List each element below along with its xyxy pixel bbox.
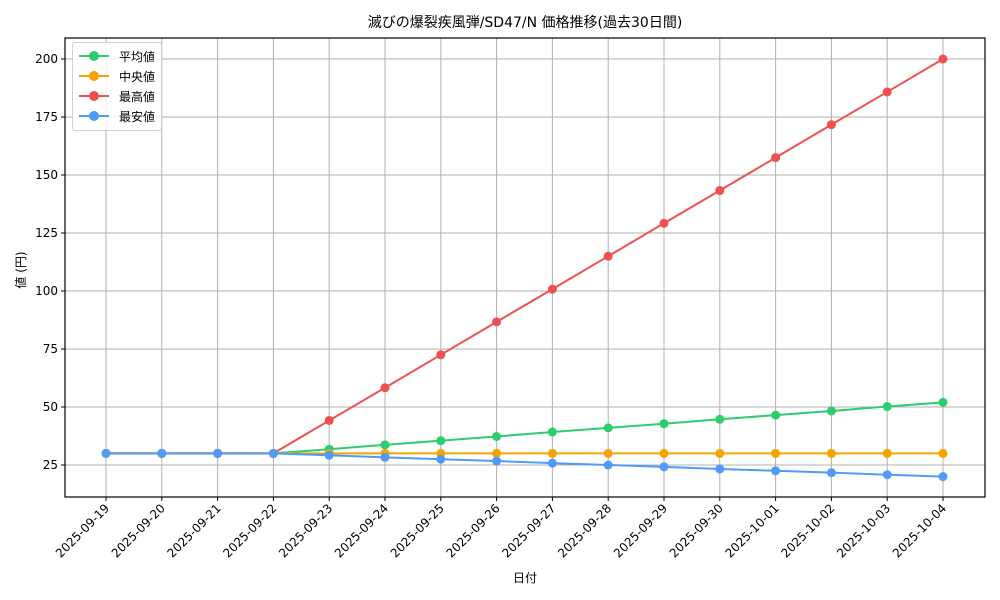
legend-label: 平均値 — [119, 49, 156, 64]
x-tick-label: 2025-09-22 — [220, 501, 279, 560]
series-line — [101, 448, 948, 482]
x-tick-label: 2025-09-24 — [332, 501, 391, 560]
data-point — [492, 448, 502, 458]
grid — [65, 38, 985, 497]
legend-label: 最高値 — [119, 89, 156, 104]
data-point — [938, 54, 948, 64]
legend-item: 最安値 — [79, 106, 155, 126]
data-point — [882, 402, 892, 412]
data-point — [603, 251, 613, 261]
y-tick-label: 75 — [43, 342, 58, 356]
chart-title: 滅びの爆裂疾風弾/SD47/N 価格推移(過去30日間) — [367, 15, 683, 31]
x-tick-label: 2025-10-04 — [890, 501, 949, 560]
legend-label: 中央値 — [119, 69, 156, 84]
x-tick-label: 2025-09-23 — [276, 501, 335, 560]
data-point — [492, 431, 502, 441]
data-point — [715, 464, 725, 474]
data-point — [324, 415, 334, 425]
data-point — [826, 448, 836, 458]
x-tick-label: 2025-09-30 — [667, 501, 726, 560]
data-point — [715, 414, 725, 424]
data-point — [771, 410, 781, 420]
data-point — [492, 317, 502, 327]
y-tick-label: 125 — [35, 226, 58, 240]
y-tick-label: 100 — [35, 284, 58, 298]
data-point — [157, 448, 167, 458]
y-tick-label: 200 — [35, 52, 58, 66]
y-tick-label: 25 — [43, 458, 58, 472]
data-point — [436, 436, 446, 446]
plot-frame — [64, 37, 986, 498]
legend-marker-icon — [79, 91, 109, 101]
data-point — [882, 448, 892, 458]
data-point — [492, 456, 502, 466]
data-point — [826, 120, 836, 130]
data-point — [938, 397, 948, 407]
x-tick-label: 2025-09-21 — [165, 501, 224, 560]
data-point — [268, 448, 278, 458]
data-point — [101, 448, 111, 458]
data-point — [826, 468, 836, 478]
data-point — [213, 448, 223, 458]
data-point — [715, 186, 725, 196]
data-point — [659, 218, 669, 228]
data-point — [547, 427, 557, 437]
y-axis: 25 50 75 100 125 150 175 200 — [35, 52, 65, 472]
legend-marker-icon — [79, 71, 109, 81]
data-point — [882, 470, 892, 480]
data-point — [715, 448, 725, 458]
legend-item: 平均値 — [79, 46, 155, 66]
legend-item: 最高値 — [79, 86, 155, 106]
data-point — [603, 423, 613, 433]
x-tick-label: 2025-09-20 — [109, 501, 168, 560]
data-point — [938, 448, 948, 458]
data-point — [547, 284, 557, 294]
legend-marker-icon — [79, 51, 109, 61]
x-tick-label: 2025-10-01 — [723, 501, 782, 560]
data-point — [547, 448, 557, 458]
data-point — [659, 448, 669, 458]
x-axis-label: 日付 — [513, 571, 537, 585]
data-point — [436, 350, 446, 360]
legend: 平均値中央値最高値最安値 — [72, 42, 163, 131]
x-tick-label: 2025-09-28 — [555, 501, 614, 560]
x-tick-label: 2025-09-26 — [444, 501, 503, 560]
data-point — [324, 450, 334, 460]
data-point — [771, 466, 781, 476]
x-tick-label: 2025-09-19 — [53, 501, 112, 560]
legend-item: 中央値 — [79, 66, 155, 86]
y-axis-label: 値 (円) — [13, 251, 28, 288]
data-point — [603, 448, 613, 458]
y-tick-label: 175 — [35, 110, 58, 124]
x-tick-label: 2025-10-02 — [778, 501, 837, 560]
x-tick-label: 2025-09-29 — [611, 501, 670, 560]
data-point — [771, 448, 781, 458]
legend-label: 最安値 — [119, 109, 156, 124]
data-point — [380, 383, 390, 393]
data-point — [882, 87, 892, 97]
x-tick-label: 2025-09-25 — [388, 501, 447, 560]
x-axis: 2025-09-192025-09-202025-09-212025-09-22… — [53, 497, 949, 560]
data-point — [771, 153, 781, 163]
data-point — [380, 440, 390, 450]
data-point — [603, 460, 613, 470]
data-point — [659, 419, 669, 429]
data-point — [380, 452, 390, 462]
data-point — [938, 472, 948, 482]
data-point — [547, 458, 557, 468]
y-tick-label: 150 — [35, 168, 58, 182]
data-point — [659, 462, 669, 472]
data-point — [826, 406, 836, 416]
series-line — [101, 54, 948, 458]
data-point — [436, 454, 446, 464]
x-tick-label: 2025-09-27 — [499, 501, 558, 560]
y-tick-label: 50 — [43, 400, 58, 414]
legend-marker-icon — [79, 111, 109, 121]
x-tick-label: 2025-10-03 — [834, 501, 893, 560]
